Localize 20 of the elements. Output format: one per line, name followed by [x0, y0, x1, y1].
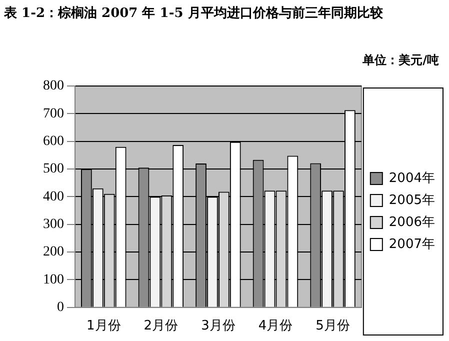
legend-label: 2005年	[388, 192, 436, 208]
legend-label: 2004年	[388, 170, 436, 186]
y-tick-label: 400	[43, 189, 64, 204]
y-tick-label: 0	[57, 300, 64, 316]
y-tick-label: 200	[43, 244, 64, 260]
y-tick-label: 500	[43, 162, 64, 177]
y-tick-label: 800	[43, 78, 64, 94]
chart-title: 表 1-2：棕榈油 2007 年 1-5 月平均进口价格与前三年同期比较	[4, 4, 383, 22]
x-tick-label: 2月份	[144, 318, 178, 334]
y-tick-label: 700	[43, 106, 64, 122]
legend-label: 2007年	[388, 236, 436, 252]
y-tick-label: 600	[43, 134, 64, 150]
x-tick-label: 4月份	[258, 318, 293, 334]
x-tick-label: 1月份	[86, 318, 121, 334]
x-tick-label: 5月份	[316, 318, 350, 334]
y-tick-label: 100	[43, 272, 64, 288]
text: 单位：美元/吨	[362, 52, 439, 69]
legend-label: 2006年	[388, 214, 436, 230]
x-tick-label: 3月份	[201, 318, 236, 334]
y-tick-label: 300	[43, 217, 64, 232]
